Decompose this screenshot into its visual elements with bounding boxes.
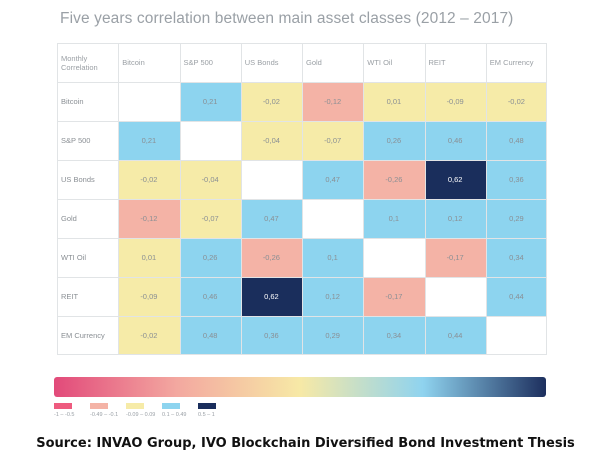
heatmap-cell: 0,01: [118, 238, 180, 277]
diagonal-cell: [179, 121, 241, 160]
heatmap-cell: -0,26: [240, 238, 302, 277]
row-header-bitcoin: Bitcoin: [61, 97, 84, 106]
column-header-us-bonds: US Bonds: [244, 58, 279, 67]
legend-swatch: [54, 403, 72, 409]
chart-title: Five years correlation between main asse…: [60, 10, 514, 27]
column-header-gold: Gold: [306, 58, 322, 67]
legend-item: -1 – -0.5: [54, 403, 74, 418]
heatmap-cell: 0,34: [485, 238, 547, 277]
heatmap-cell: 0,48: [485, 121, 547, 160]
diagonal-cell: [485, 316, 547, 355]
column-header-reit: REIT: [428, 58, 446, 67]
corner-header: Monthly Correlation: [61, 53, 98, 72]
heatmap-cell: 0,12: [302, 277, 364, 316]
heatmap-cell: 0,1: [363, 199, 425, 238]
legend-item: -0.49 – -0.1: [90, 403, 118, 418]
heatmap-cell: 0,26: [363, 121, 425, 160]
heatmap-cell: -0,12: [302, 82, 364, 121]
heatmap-cell: 0,29: [302, 316, 364, 355]
grid-line-horizontal: [57, 121, 547, 122]
heatmap-cell: 0,1: [302, 238, 364, 277]
heatmap-cell: -0,26: [363, 160, 425, 199]
legend-item: -0.09 – 0.09: [126, 403, 155, 418]
grid-line-horizontal: [57, 354, 547, 355]
heatmap-cell: -0,17: [424, 238, 486, 277]
grid-line-horizontal: [57, 316, 547, 317]
source-caption: Source: INVAO Group, IVO Blockchain Dive…: [36, 436, 575, 451]
heatmap-cell: -0,17: [363, 277, 425, 316]
heatmap-cell: -0,12: [118, 199, 180, 238]
grid-line-horizontal: [57, 199, 547, 200]
heatmap-cell: -0,02: [118, 160, 180, 199]
legend-swatch: [90, 403, 108, 409]
diagonal-cell: [424, 277, 486, 316]
row-header-sp-500: S&P 500: [61, 136, 91, 145]
row-header-em-currency: EM Currency: [61, 331, 105, 340]
heatmap-cell: 0,29: [485, 199, 547, 238]
row-header-gold: Gold: [61, 214, 77, 223]
legend-label: -0.09 – 0.09: [126, 412, 156, 418]
column-header-bitcoin: Bitcoin: [122, 58, 145, 67]
heatmap-cell: 0,36: [240, 316, 302, 355]
legend-swatch: [126, 403, 144, 409]
heatmap-cell: 0,46: [179, 277, 241, 316]
diagonal-cell: [118, 82, 180, 121]
legend-label: -1 – -0.5: [54, 412, 75, 418]
legend-swatch: [162, 403, 180, 409]
heatmap-cell: -0,02: [485, 82, 547, 121]
diagonal-cell: [240, 160, 302, 199]
grid-line-horizontal: [57, 277, 547, 278]
column-header-em-currency: EM Currency: [489, 58, 534, 67]
heatmap-cell: 0,47: [302, 160, 364, 199]
heatmap-cell: 0,47: [240, 199, 302, 238]
row-header-wti-oil: WTI Oil: [61, 253, 86, 262]
heatmap-cell: 0,26: [179, 238, 241, 277]
heatmap-cell: 0,01: [363, 82, 425, 121]
heatmap-cell: 0,12: [424, 199, 486, 238]
heatmap-cell: 0,21: [179, 82, 241, 121]
legend-item: 0.5 – 1: [198, 403, 216, 418]
diagonal-cell: [302, 199, 364, 238]
heatmap-cell: -0,02: [240, 82, 302, 121]
heatmap-cell: -0,07: [302, 121, 364, 160]
grid-line-horizontal: [57, 238, 547, 239]
legend-label: -0.49 – -0.1: [90, 412, 119, 418]
grid-line-horizontal: [57, 160, 547, 161]
heatmap-cell: 0,62: [424, 160, 486, 199]
heatmap-cell: 0,46: [424, 121, 486, 160]
legend-label: 0.1 – 0.49: [162, 412, 187, 418]
heatmap-cell: 0,48: [179, 316, 241, 355]
diagonal-cell: [363, 238, 425, 277]
heatmap-cell: -0,04: [179, 160, 241, 199]
heatmap-cell: 0,21: [118, 121, 180, 160]
color-legend: -1 – -0.5 -0.49 – -0.1 -0.09 – 0.09 0.1 – 0…: [54, 403, 254, 425]
heatmap-cell: 0,34: [363, 316, 425, 355]
heatmap-cell: 0,62: [240, 277, 302, 316]
grid-line-horizontal: [57, 82, 547, 83]
heatmap-cell: 0,44: [424, 316, 486, 355]
heatmap-cell: -0,04: [240, 121, 302, 160]
color-scale-bar: [54, 377, 546, 397]
grid-line-horizontal: [57, 43, 547, 44]
column-header-sp-500: S&P 500: [183, 58, 213, 67]
heatmap-cell: 0,36: [485, 160, 547, 199]
legend-label: 0.5 – 1: [198, 412, 215, 418]
heatmap-cell: -0,07: [179, 199, 241, 238]
heatmap-cell: -0,02: [118, 316, 180, 355]
legend-item: 0.1 – 0.49: [162, 403, 186, 418]
legend-swatch: [198, 403, 216, 409]
row-header-reit: REIT: [61, 292, 79, 301]
column-header-wti-oil: WTI Oil: [367, 58, 393, 67]
correlation-matrix: Monthly Correlation Bitcoin S&P 500 US Bond…: [57, 43, 547, 355]
heatmap-cell: 0,44: [485, 277, 547, 316]
heatmap-cell: -0,09: [118, 277, 180, 316]
heatmap-cell: -0,09: [424, 82, 486, 121]
row-header-us-bonds: US Bonds: [61, 175, 95, 184]
